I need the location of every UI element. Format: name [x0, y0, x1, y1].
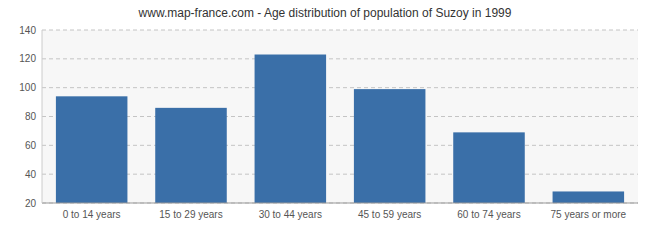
x-tick-label: 60 to 74 years: [457, 209, 520, 220]
y-tick-label: 120: [19, 53, 36, 64]
grid-line: [42, 58, 638, 59]
x-tick-label: 15 to 29 years: [159, 209, 222, 220]
bars: [56, 55, 624, 203]
grid-line: [42, 174, 638, 175]
grid-line: [42, 30, 638, 31]
bar: [255, 55, 327, 203]
x-tick-label: 30 to 44 years: [259, 209, 322, 220]
x-axis-line: [42, 203, 638, 204]
grid-line: [42, 145, 638, 146]
x-tick-label: 75 years or more: [551, 209, 627, 220]
plot-background: [42, 30, 638, 203]
y-tick-label: 140: [19, 25, 36, 36]
y-tick-label: 40: [25, 169, 37, 180]
y-axis-line: [42, 30, 43, 203]
bar: [354, 89, 426, 203]
chart: www.map-france.com - Age distribution of…: [0, 0, 650, 229]
title: www.map-france.com - Age distribution of…: [138, 6, 512, 20]
x-tick-label: 0 to 14 years: [63, 209, 121, 220]
grid-line: [42, 87, 638, 88]
grid-line: [42, 116, 638, 117]
y-tick-label: 100: [19, 82, 36, 93]
grid-line: [42, 203, 638, 204]
x-tick-label: 45 to 59 years: [358, 209, 421, 220]
y-tick-label: 20: [25, 198, 37, 209]
bar: [553, 191, 625, 203]
y-tick-label: 80: [25, 111, 37, 122]
y-tick-label: 60: [25, 140, 37, 151]
bar: [453, 132, 525, 203]
bar: [56, 96, 128, 203]
bar: [155, 108, 227, 203]
